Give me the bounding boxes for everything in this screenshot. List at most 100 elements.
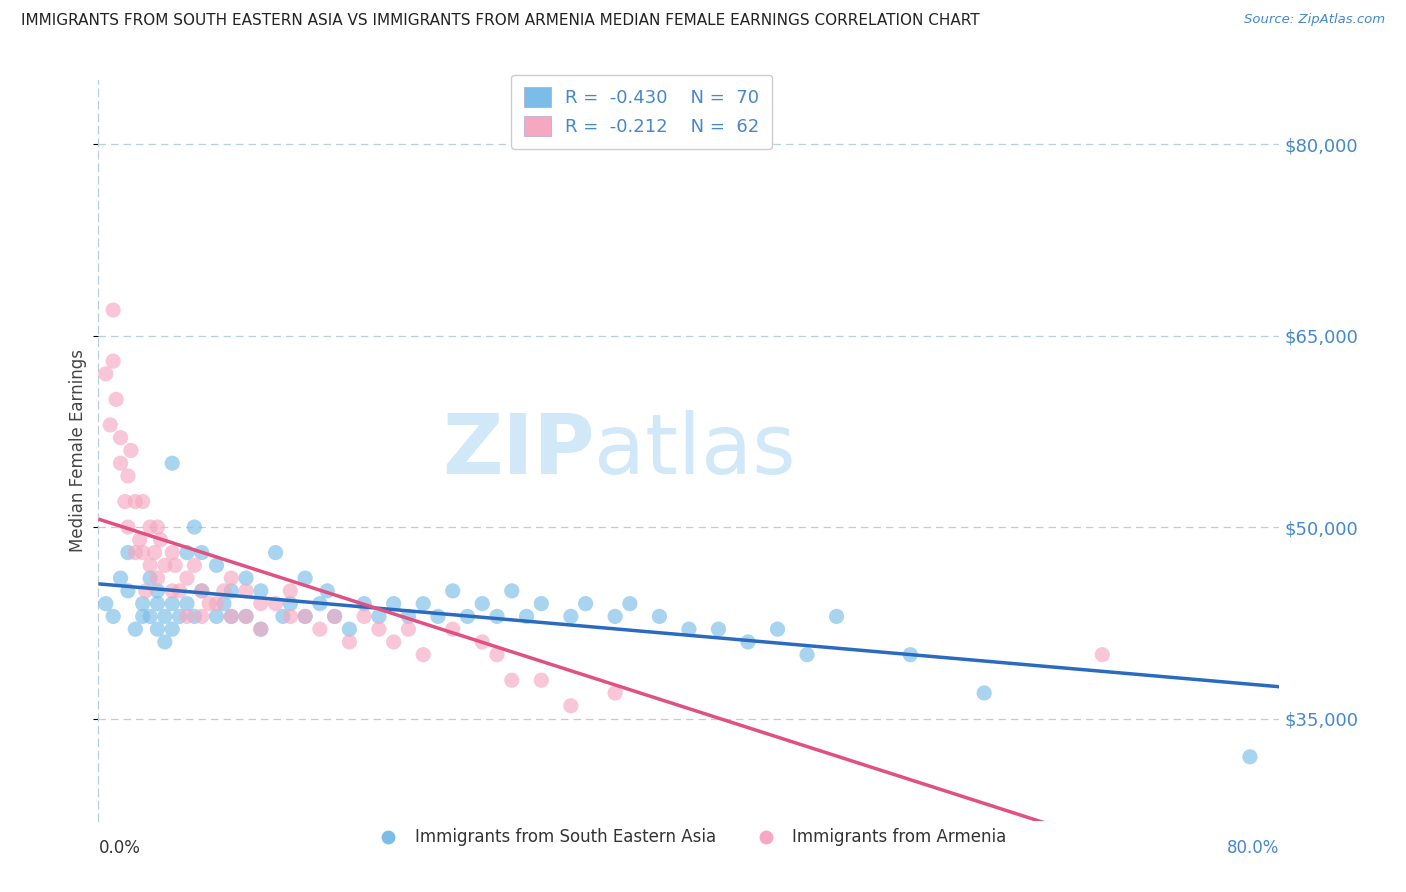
Point — [796, 648, 818, 662]
Point — [235, 571, 257, 585]
Point — [250, 622, 273, 636]
Point — [128, 533, 150, 547]
Point — [516, 609, 538, 624]
Point — [235, 609, 257, 624]
Point — [457, 609, 479, 624]
Point — [560, 609, 582, 624]
Point — [678, 622, 700, 636]
Point — [139, 558, 162, 573]
Point — [176, 609, 198, 624]
Point — [294, 609, 316, 624]
Point — [280, 597, 302, 611]
Point — [441, 583, 464, 598]
Point — [139, 609, 162, 624]
Point — [619, 597, 641, 611]
Point — [153, 609, 176, 624]
Point — [264, 545, 287, 559]
Point — [176, 545, 198, 559]
Point — [117, 469, 139, 483]
Point — [737, 635, 759, 649]
Text: IMMIGRANTS FROM SOUTH EASTERN ASIA VS IMMIGRANTS FROM ARMENIA MEDIAN FEMALE EARN: IMMIGRANTS FROM SOUTH EASTERN ASIA VS IM… — [21, 13, 980, 29]
Point — [530, 597, 553, 611]
Point — [132, 609, 155, 624]
Point — [221, 571, 243, 585]
Point — [323, 609, 346, 624]
Point — [169, 609, 191, 624]
Point — [132, 545, 155, 559]
Point — [103, 303, 125, 318]
Point — [382, 635, 405, 649]
Point — [605, 686, 627, 700]
Point — [235, 583, 257, 598]
Text: ZIP: ZIP — [441, 410, 595, 491]
Point — [162, 456, 183, 470]
Point — [309, 622, 332, 636]
Point — [471, 597, 494, 611]
Text: 0.0%: 0.0% — [98, 839, 141, 857]
Point — [398, 609, 420, 624]
Point — [146, 583, 169, 598]
Point — [339, 622, 361, 636]
Text: atlas: atlas — [595, 410, 796, 491]
Point — [110, 431, 132, 445]
Point — [146, 622, 169, 636]
Point — [368, 609, 391, 624]
Point — [162, 545, 183, 559]
Point — [162, 597, 183, 611]
Point — [191, 583, 214, 598]
Point — [353, 597, 375, 611]
Point — [766, 622, 789, 636]
Point — [105, 392, 128, 407]
Point — [294, 609, 316, 624]
Point — [124, 545, 146, 559]
Point — [135, 583, 157, 598]
Point — [162, 622, 183, 636]
Point — [1091, 648, 1114, 662]
Point — [323, 609, 346, 624]
Point — [412, 597, 434, 611]
Point — [368, 622, 391, 636]
Point — [191, 609, 214, 624]
Point — [501, 583, 523, 598]
Point — [264, 597, 287, 611]
Point — [120, 443, 142, 458]
Point — [825, 609, 848, 624]
Point — [316, 583, 339, 598]
Point — [212, 583, 235, 598]
Point — [250, 583, 273, 598]
Point — [501, 673, 523, 688]
Point — [103, 354, 125, 368]
Point — [94, 597, 117, 611]
Point — [183, 520, 205, 534]
Point — [149, 533, 172, 547]
Point — [412, 648, 434, 662]
Point — [114, 494, 136, 508]
Point — [280, 583, 302, 598]
Point — [146, 597, 169, 611]
Point — [165, 558, 187, 573]
Point — [183, 558, 205, 573]
Text: Source: ZipAtlas.com: Source: ZipAtlas.com — [1244, 13, 1385, 27]
Point — [605, 609, 627, 624]
Point — [212, 597, 235, 611]
Point — [110, 456, 132, 470]
Point — [94, 367, 117, 381]
Point — [250, 622, 273, 636]
Point — [132, 494, 155, 508]
Point — [271, 609, 294, 624]
Point — [117, 583, 139, 598]
Point — [153, 635, 176, 649]
Point — [110, 571, 132, 585]
Point — [398, 622, 420, 636]
Point — [382, 597, 405, 611]
Point — [353, 609, 375, 624]
Point — [250, 597, 273, 611]
Point — [707, 622, 730, 636]
Point — [530, 673, 553, 688]
Point — [221, 583, 243, 598]
Point — [191, 545, 214, 559]
Point — [294, 571, 316, 585]
Point — [143, 545, 166, 559]
Point — [235, 609, 257, 624]
Point — [221, 609, 243, 624]
